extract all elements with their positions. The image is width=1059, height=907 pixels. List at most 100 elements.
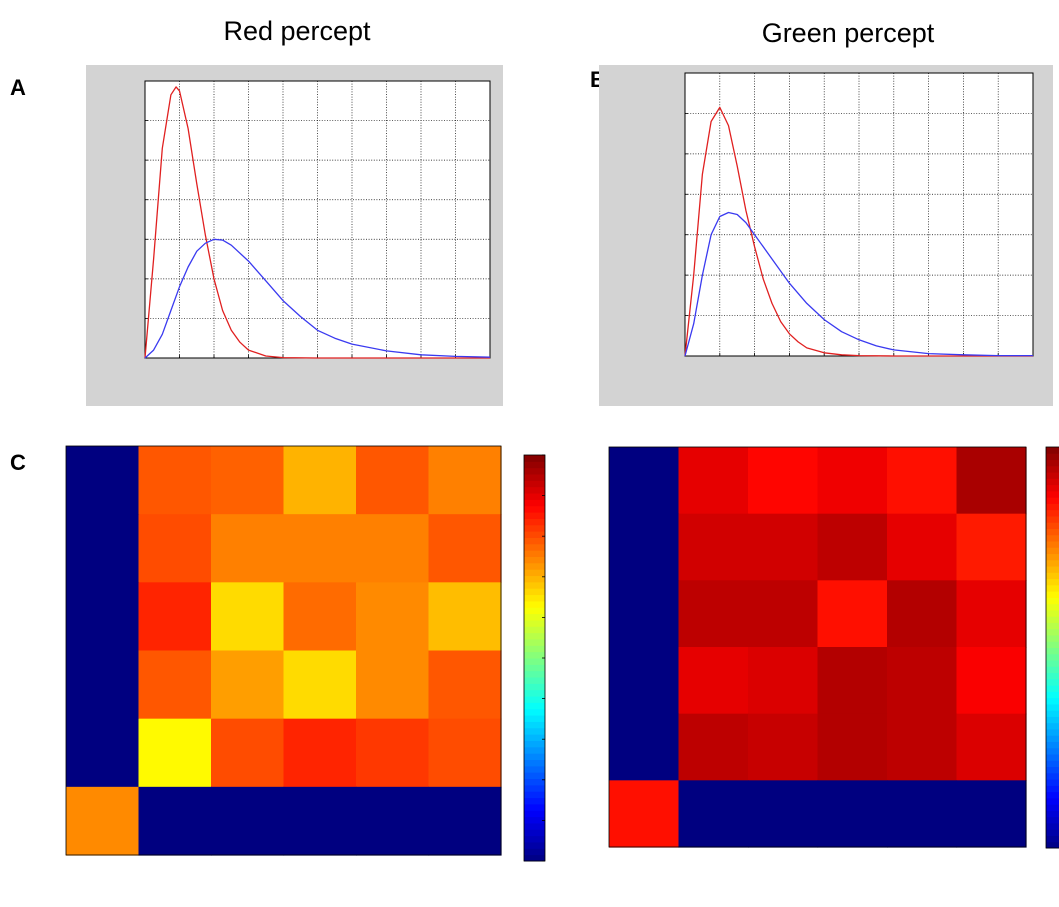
heatmap-cell <box>748 713 819 781</box>
colorbar-swatch <box>524 734 545 741</box>
colorbar-swatch <box>1046 835 1059 843</box>
series-line-1 <box>144 86 490 359</box>
heatmap-cell <box>211 718 285 788</box>
heatmap-cell <box>356 514 430 583</box>
colorbar-swatch <box>1046 578 1059 586</box>
colorbar-swatch <box>1046 509 1059 517</box>
colorbar-swatch <box>524 822 545 830</box>
heatmap-right <box>608 446 1059 849</box>
colorbar-swatch <box>524 645 545 653</box>
colorbar-swatch <box>1046 547 1059 555</box>
heatmap-cell <box>678 713 749 781</box>
heatmap-cell <box>66 718 140 788</box>
heatmap-cell <box>956 580 1027 648</box>
colorbar-swatch <box>1046 553 1059 561</box>
colorbar-swatch <box>524 841 545 849</box>
colorbar-swatch <box>1046 697 1059 705</box>
heatmap-cell <box>748 780 819 848</box>
colorbar-swatch <box>524 683 545 691</box>
colorbar-swatch <box>524 715 545 722</box>
colorbar-swatch <box>524 626 545 634</box>
colorbar-swatch <box>524 803 545 811</box>
colorbar-swatch <box>1046 453 1059 461</box>
panel-letter-c: C <box>10 450 26 475</box>
colorbar-swatch <box>1046 710 1059 717</box>
colorbar-swatch <box>1046 628 1059 636</box>
colorbar-swatch <box>524 531 545 538</box>
colorbar-swatch <box>524 835 545 843</box>
colorbar-swatch <box>524 810 545 818</box>
colorbar-swatch <box>1046 797 1059 805</box>
colorbar-swatch <box>524 854 545 862</box>
colorbar-swatch <box>1046 534 1059 542</box>
colorbar-swatch <box>524 727 545 735</box>
heatmap-cell <box>748 513 819 581</box>
colorbar-swatch <box>524 581 545 589</box>
heatmap-frame <box>65 445 502 856</box>
colorbar-swatch <box>1046 822 1059 830</box>
colorbar-swatch <box>524 455 545 462</box>
heatmap-cell <box>211 582 285 652</box>
heatmap-cell <box>356 582 430 652</box>
green-percept-heading: Green percept <box>762 18 935 48</box>
heatmap-cell <box>211 786 285 856</box>
colorbar-swatch <box>1046 490 1059 498</box>
heatmap-cell <box>66 514 140 583</box>
colorbar-swatch <box>1046 791 1059 799</box>
colorbar-swatch <box>524 613 545 621</box>
heatmap-cell <box>748 647 819 715</box>
heatmap-cell <box>283 582 357 652</box>
line-chart-b <box>599 65 1053 406</box>
colorbar-swatch <box>1046 465 1059 473</box>
colorbar-swatch <box>524 740 545 748</box>
series-line-2 <box>144 238 491 359</box>
colorbar-swatch <box>524 677 545 684</box>
heatmap-cell <box>356 650 430 720</box>
colorbar-swatch <box>1046 772 1059 780</box>
heatmap-cell <box>428 582 502 652</box>
colorbar-swatch <box>524 778 545 786</box>
colorbar-swatch <box>1046 741 1059 749</box>
heatmap-cell <box>609 780 680 848</box>
heatmap-cell <box>66 582 140 652</box>
heatmap-cell <box>356 446 430 515</box>
colorbar-swatch <box>524 651 545 659</box>
colorbar-swatch <box>524 708 545 716</box>
colorbar-swatch <box>1046 591 1059 598</box>
colorbar-swatch <box>524 575 545 583</box>
colorbar-swatch <box>1046 766 1059 774</box>
colorbar-swatch <box>524 518 545 526</box>
colorbar-swatch <box>1046 728 1059 736</box>
heatmap-frame <box>608 446 1027 848</box>
colorbar-swatch <box>1046 622 1059 630</box>
heatmap-cell <box>211 514 285 583</box>
colorbar-swatch <box>524 505 545 513</box>
heatmap-cell <box>887 513 958 581</box>
series-line-2 <box>684 211 1033 357</box>
colorbar-swatch <box>1046 779 1059 786</box>
line-chart-a <box>86 65 503 406</box>
colorbar-swatch <box>524 791 545 799</box>
colorbar-swatch <box>524 543 545 551</box>
colorbar-swatch <box>1046 447 1059 454</box>
heatmap-cell <box>817 447 888 515</box>
heatmap-cell <box>817 513 888 581</box>
colorbar-swatch <box>1046 829 1059 836</box>
colorbar-swatch <box>524 702 545 710</box>
colorbar-frame <box>1045 446 1059 849</box>
heatmap-cell <box>66 650 140 720</box>
colorbar-swatch <box>524 594 545 602</box>
heatmap-cell <box>428 786 502 856</box>
colorbar-swatch <box>524 474 545 481</box>
heatmap-cell <box>609 647 680 715</box>
colorbar-swatch <box>524 524 545 532</box>
colorbar-swatch <box>1046 478 1059 486</box>
colorbar-swatch <box>1046 609 1059 617</box>
heatmap-cell <box>428 650 502 720</box>
colorbar-swatch <box>524 784 545 792</box>
heatmap-cell <box>609 713 680 781</box>
heatmap-cell <box>956 447 1027 515</box>
colorbar-swatch <box>1046 685 1059 692</box>
colorbar-swatch <box>1046 584 1059 592</box>
